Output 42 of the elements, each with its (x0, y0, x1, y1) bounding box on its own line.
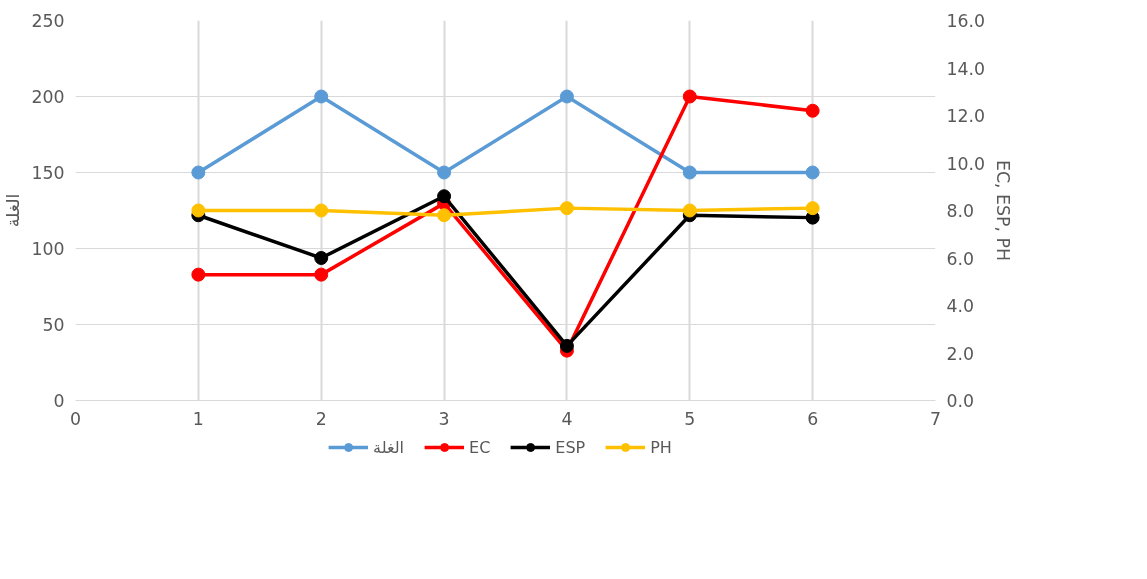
x-tick-label: 1 (192, 408, 204, 429)
y-tick-label: 50 (42, 315, 65, 335)
point (191, 203, 206, 218)
y2-tick-label: 12.0 (946, 106, 986, 126)
point (682, 89, 697, 104)
y-axis-title: الغلة (3, 193, 24, 228)
point (682, 203, 697, 218)
point (805, 103, 820, 118)
point (314, 203, 329, 218)
point (314, 267, 329, 282)
y2-tick-label: 16.0 (946, 11, 986, 31)
y2-tick-label: 6.0 (946, 248, 975, 269)
y-tick-label: 100 (31, 239, 65, 259)
point (559, 338, 574, 353)
point (314, 251, 329, 265)
legend-label: PH (650, 437, 672, 457)
x-tick-label: 7 (929, 408, 942, 429)
y2-tick-label: 0.0 (946, 391, 975, 411)
legend-label: ESP (555, 437, 586, 457)
y2-tick-label: 10.0 (946, 153, 986, 174)
x-tick-label: 4 (561, 408, 573, 429)
y2-tick-label: 8.0 (946, 201, 975, 221)
y-tick-label: 200 (31, 87, 65, 107)
x-tick-label: 2 (315, 408, 327, 429)
x-tick-label: 6 (807, 408, 819, 429)
legend-label: EC (469, 437, 491, 457)
x-tick-label: 0 (69, 408, 82, 429)
y-tick-label: 250 (31, 11, 65, 31)
point (437, 189, 452, 204)
y-tick-label: 0 (53, 391, 65, 411)
y2-tick-label: 4.0 (946, 296, 975, 316)
y2-axis-title: EC, ESP, PH (993, 160, 1014, 261)
x-tick-label: 5 (684, 408, 696, 429)
point (191, 267, 206, 282)
y-tick-label: 150 (31, 163, 65, 183)
y2-tick-label: 14.0 (946, 58, 986, 79)
x-tick-label: 3 (438, 408, 450, 429)
point (559, 201, 574, 216)
y2-tick-label: 2.0 (946, 343, 975, 364)
point (437, 208, 452, 223)
point (805, 201, 820, 216)
legend-label: الغلة (373, 437, 405, 457)
